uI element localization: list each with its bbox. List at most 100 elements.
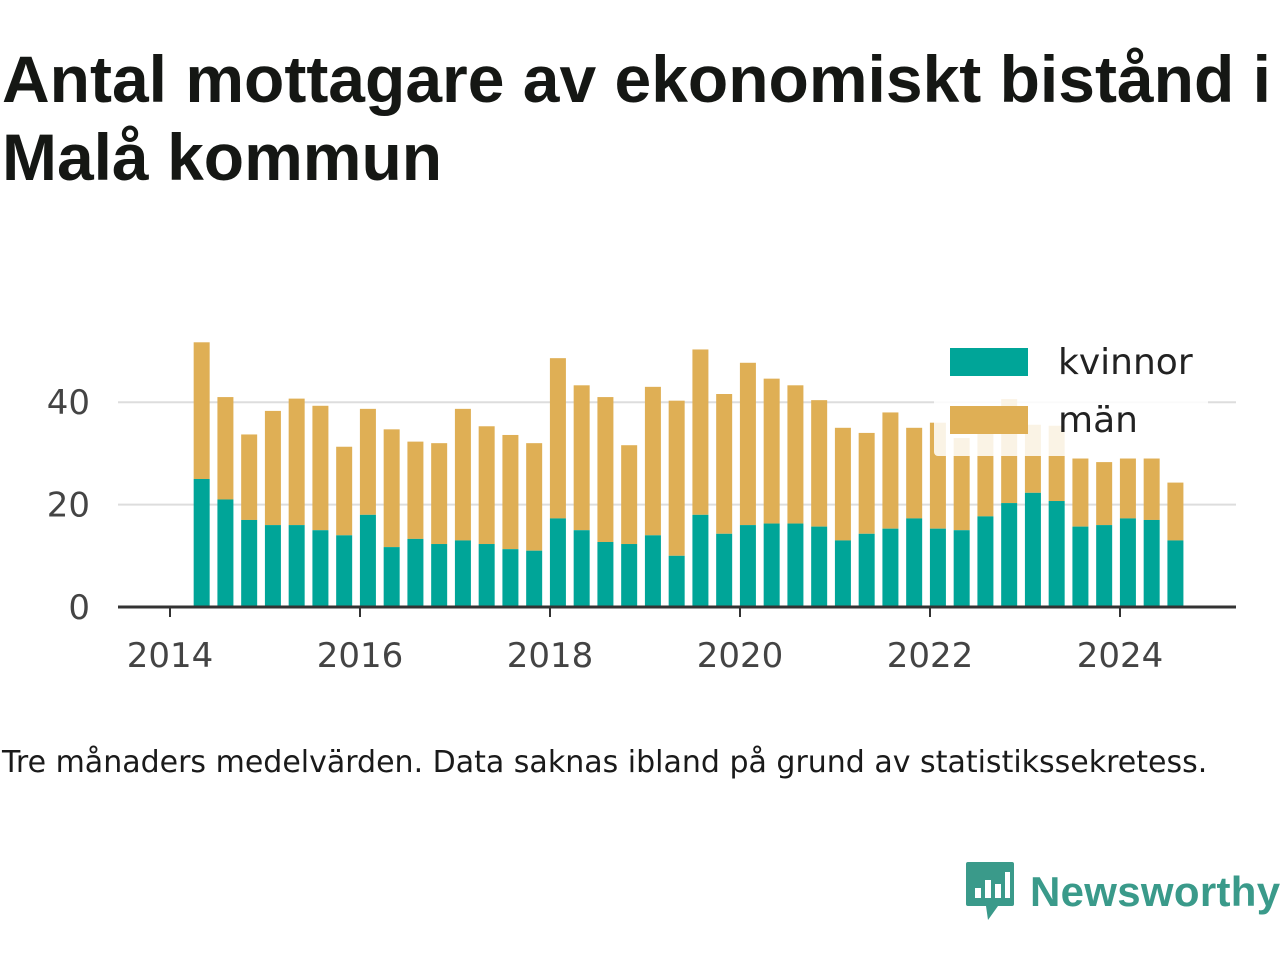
- bar-man[interactable]: [407, 441, 424, 539]
- bar-man[interactable]: [834, 427, 851, 541]
- bar-man[interactable]: [288, 398, 305, 526]
- x-tick-label: 2022: [887, 636, 974, 676]
- bar-man[interactable]: [953, 438, 970, 531]
- bar-man[interactable]: [526, 443, 543, 551]
- bar-kvinnor[interactable]: [336, 535, 353, 607]
- y-tick-label: 0: [68, 588, 90, 628]
- bar-kvinnor[interactable]: [811, 526, 828, 607]
- bar-man[interactable]: [549, 358, 566, 519]
- bar-kvinnor[interactable]: [977, 516, 994, 607]
- bar-man[interactable]: [621, 445, 638, 545]
- bar-man[interactable]: [1072, 458, 1089, 527]
- bar-man[interactable]: [811, 400, 828, 527]
- bar-man[interactable]: [217, 397, 234, 500]
- bar-man[interactable]: [716, 394, 733, 534]
- bar-man[interactable]: [502, 434, 519, 550]
- bar-kvinnor[interactable]: [929, 528, 946, 607]
- bar-man[interactable]: [1167, 482, 1184, 541]
- bar-man[interactable]: [739, 362, 756, 526]
- y-tick-label: 40: [47, 383, 90, 423]
- bar-kvinnor[interactable]: [716, 533, 733, 607]
- bar-kvinnor[interactable]: [549, 518, 566, 607]
- bar-man[interactable]: [644, 386, 661, 536]
- bar-kvinnor[interactable]: [383, 547, 400, 607]
- brand-logo[interactable]: Newsworthy: [964, 860, 1280, 924]
- bar-man[interactable]: [1096, 462, 1113, 526]
- bar-kvinnor[interactable]: [1096, 525, 1113, 607]
- bar-kvinnor[interactable]: [597, 541, 614, 607]
- legend-label-kvinnor[interactable]: kvinnor: [1058, 342, 1193, 383]
- bar-kvinnor[interactable]: [1167, 540, 1184, 607]
- bar-kvinnor[interactable]: [312, 530, 329, 607]
- bar-kvinnor[interactable]: [454, 540, 471, 607]
- bar-man[interactable]: [264, 410, 281, 526]
- bar-man[interactable]: [858, 432, 875, 534]
- bar-man[interactable]: [763, 378, 780, 524]
- bar-kvinnor[interactable]: [193, 479, 210, 607]
- stacked-bar-chart: 0 20 40 2014 2016 2018 2020 2022 2024 kvinnor män: [46, 342, 1236, 676]
- bar-kvinnor[interactable]: [953, 530, 970, 607]
- bar-man[interactable]: [882, 412, 899, 529]
- bar-kvinnor[interactable]: [739, 525, 756, 607]
- bar-kvinnor[interactable]: [264, 525, 281, 607]
- bar-kvinnor[interactable]: [906, 518, 923, 607]
- x-tick-label: 2024: [1077, 636, 1164, 676]
- bar-kvinnor[interactable]: [288, 525, 305, 607]
- x-tick-label: 2014: [127, 636, 214, 676]
- bar-man[interactable]: [906, 427, 923, 519]
- bar-man[interactable]: [431, 443, 448, 545]
- bar-man[interactable]: [787, 385, 804, 524]
- bar-kvinnor[interactable]: [573, 530, 590, 607]
- bar-man[interactable]: [573, 385, 590, 531]
- bar-man[interactable]: [359, 408, 376, 515]
- bar-man[interactable]: [597, 397, 614, 542]
- bar-kvinnor[interactable]: [526, 550, 543, 607]
- bar-kvinnor[interactable]: [1048, 501, 1065, 607]
- bar-kvinnor[interactable]: [692, 514, 709, 607]
- bar-kvinnor[interactable]: [217, 499, 234, 607]
- bar-man[interactable]: [692, 349, 709, 515]
- y-tick-label: 20: [47, 486, 90, 526]
- bar-man[interactable]: [336, 446, 353, 536]
- bar-man[interactable]: [668, 400, 685, 556]
- brand-name: Newsworthy: [1030, 868, 1280, 915]
- bar-kvinnor[interactable]: [241, 519, 258, 607]
- bar-kvinnor[interactable]: [621, 544, 638, 607]
- bar-man[interactable]: [1143, 458, 1160, 520]
- bar-kvinnor[interactable]: [644, 535, 661, 607]
- bar-kvinnor[interactable]: [763, 523, 780, 607]
- bar-kvinnor[interactable]: [478, 544, 495, 607]
- bar-kvinnor[interactable]: [834, 540, 851, 607]
- x-tick-label: 2020: [697, 636, 784, 676]
- bar-man[interactable]: [383, 429, 400, 548]
- bar-kvinnor[interactable]: [1072, 526, 1089, 607]
- bar-kvinnor[interactable]: [1001, 503, 1018, 607]
- legend-swatch-kvinnor: [950, 348, 1028, 376]
- logo-bar-4: [1005, 872, 1010, 898]
- bar-kvinnor[interactable]: [1024, 492, 1041, 607]
- bar-kvinnor[interactable]: [858, 533, 875, 607]
- bar-kvinnor[interactable]: [882, 528, 899, 607]
- bar-kvinnor[interactable]: [1119, 518, 1136, 607]
- bar-man[interactable]: [241, 434, 258, 520]
- x-tick-label: 2016: [317, 636, 404, 676]
- bar-kvinnor[interactable]: [359, 514, 376, 607]
- bar-kvinnor[interactable]: [502, 549, 519, 607]
- logo-bar-3: [995, 884, 1001, 898]
- bar-man[interactable]: [1119, 458, 1136, 519]
- bar-kvinnor[interactable]: [787, 523, 804, 607]
- bar-kvinnor[interactable]: [668, 555, 685, 607]
- bar-man[interactable]: [312, 405, 329, 531]
- axes: 0 20 40 2014 2016 2018 2020 2022 2024: [47, 383, 1236, 676]
- legend-swatch-man: [950, 406, 1028, 434]
- bar-man[interactable]: [193, 342, 210, 479]
- bar-man[interactable]: [478, 426, 495, 545]
- logo-bar-2: [985, 880, 991, 898]
- chart-caption: Tre månaders medelvärden. Data saknas ib…: [2, 745, 1208, 780]
- bar-kvinnor[interactable]: [431, 544, 448, 607]
- bar-kvinnor[interactable]: [1143, 519, 1160, 607]
- logo-bar-1: [975, 888, 981, 898]
- bar-man[interactable]: [454, 408, 471, 541]
- legend-label-man[interactable]: män: [1058, 400, 1138, 441]
- bar-kvinnor[interactable]: [407, 538, 424, 607]
